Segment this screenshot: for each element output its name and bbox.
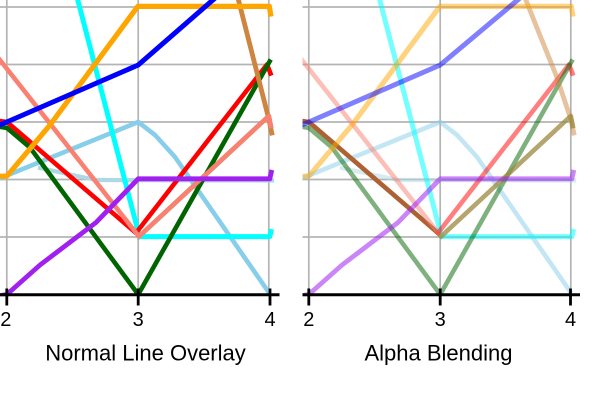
svg-text:2: 2 <box>0 309 11 331</box>
svg-text:3: 3 <box>435 309 446 331</box>
svg-text:4: 4 <box>565 309 576 331</box>
svg-text:4: 4 <box>264 309 275 331</box>
svg-text:3: 3 <box>133 309 144 331</box>
svg-text:2: 2 <box>303 309 314 331</box>
svg-text:Normal Line Overlay: Normal Line Overlay <box>45 341 246 366</box>
svg-text:Alpha Blending: Alpha Blending <box>364 341 512 366</box>
